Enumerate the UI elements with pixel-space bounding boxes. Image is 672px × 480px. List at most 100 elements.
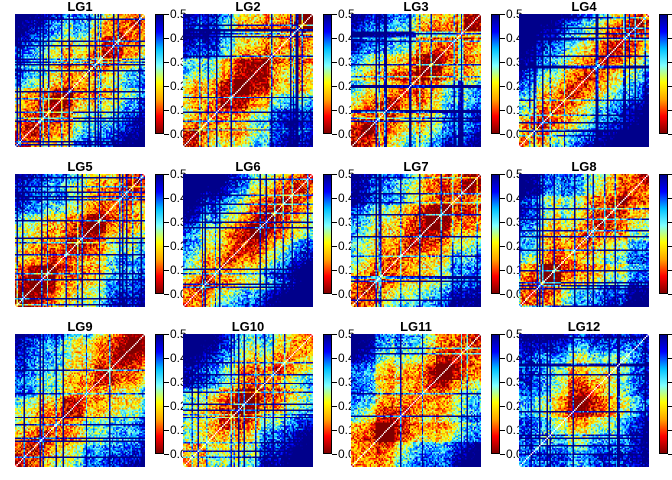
colorbar-tick-label: 0.4 <box>338 351 355 365</box>
colorbar <box>323 14 332 134</box>
colorbar-tick <box>164 198 169 199</box>
colorbar-tick <box>500 86 505 87</box>
colorbar-tick-label: 0.0 <box>338 287 355 301</box>
colorbar-tick-label: 0.0 <box>170 287 187 301</box>
colorbar <box>491 14 500 134</box>
colorbar-tick <box>332 222 337 223</box>
colorbar-tick <box>164 38 169 39</box>
colorbar-tick-label: 0.1 <box>506 423 523 437</box>
colorbar-tick-label: 0.5 <box>338 7 355 21</box>
colorbar-tick-label: 0.1 <box>170 263 187 277</box>
colorbar-tick-label: 0.4 <box>338 191 355 205</box>
panel-title: LG6 <box>235 159 261 174</box>
heatmap-matrix <box>183 334 313 467</box>
heatmap-matrix <box>15 174 145 307</box>
colorbar-tick-label: 0.4 <box>506 351 523 365</box>
colorbar-tick <box>164 246 169 247</box>
heatmap-matrix <box>519 334 649 467</box>
panel-title: LG8 <box>571 159 597 174</box>
colorbar-tick-label: 0.2 <box>506 399 523 413</box>
colorbar <box>491 174 500 294</box>
colorbar-tick <box>332 110 337 111</box>
colorbar-tick-label: 0.1 <box>338 423 355 437</box>
heatmap-panel: LG12000000 <box>519 320 672 480</box>
colorbar <box>155 334 164 454</box>
heatmap-matrix <box>351 334 481 467</box>
colorbar-tick <box>500 382 505 383</box>
heatmap-matrix <box>519 14 649 147</box>
colorbar-tick <box>332 198 337 199</box>
colorbar-tick-label: 0.3 <box>170 215 187 229</box>
colorbar-tick-label: 0.3 <box>506 55 523 69</box>
colorbar-tick <box>164 430 169 431</box>
colorbar-tick-label: 0.0 <box>338 447 355 461</box>
colorbar-tick-label: 0.2 <box>170 399 187 413</box>
colorbar-tick <box>332 134 337 135</box>
colorbar-tick <box>164 174 169 175</box>
colorbar-tick-label: 0.0 <box>506 447 523 461</box>
colorbar-tick <box>668 382 672 383</box>
heatmap-matrix <box>183 174 313 307</box>
panel-title: LG3 <box>403 0 429 14</box>
colorbar-tick-label: 0.5 <box>506 327 523 341</box>
colorbar-tick-label: 0.1 <box>170 103 187 117</box>
colorbar-tick <box>500 222 505 223</box>
colorbar-tick <box>500 110 505 111</box>
colorbar-tick <box>164 406 169 407</box>
colorbar <box>155 14 164 134</box>
heatmap-panel: LG4000000 <box>519 0 672 160</box>
colorbar-tick <box>668 86 672 87</box>
colorbar-tick <box>164 62 169 63</box>
panel-title: LG2 <box>235 0 261 14</box>
heatmap-matrix <box>15 334 145 467</box>
colorbar-tick <box>332 334 337 335</box>
colorbar-tick <box>332 382 337 383</box>
panel-title: LG12 <box>567 319 601 334</box>
colorbar <box>155 174 164 294</box>
colorbar-tick-label: 0.1 <box>338 103 355 117</box>
colorbar-tick <box>668 38 672 39</box>
colorbar <box>659 14 668 134</box>
colorbar-tick <box>668 62 672 63</box>
colorbar-tick <box>668 14 672 15</box>
heatmap-panel: LG2 0.0 0.1 0.2 0.3 0.4 0.5 <box>183 0 355 160</box>
colorbar-tick-label: 0.3 <box>170 375 187 389</box>
colorbar-tick <box>668 430 672 431</box>
colorbar <box>659 334 668 454</box>
colorbar-tick <box>500 454 505 455</box>
colorbar-tick-label: 0.5 <box>506 7 523 21</box>
heatmap-panel: LG7 0.0 0.1 0.2 0.3 0.4 0.5 <box>351 159 523 320</box>
colorbar-tick-label: 0.3 <box>170 55 187 69</box>
colorbar-tick <box>500 62 505 63</box>
panel-title: LG9 <box>67 319 93 334</box>
colorbar-tick-label: 0.0 <box>506 127 523 141</box>
colorbar-tick-label: 0.2 <box>506 79 523 93</box>
colorbar-tick <box>332 270 337 271</box>
colorbar-tick <box>164 14 169 15</box>
colorbar-tick-label: 0.0 <box>170 127 187 141</box>
colorbar-tick <box>500 246 505 247</box>
panel-title: LG7 <box>403 159 429 174</box>
colorbar-tick-label: 0.4 <box>170 351 187 365</box>
colorbar-tick <box>500 38 505 39</box>
colorbar-tick-label: 0.0 <box>506 287 523 301</box>
colorbar-tick-label: 0.2 <box>338 399 355 413</box>
colorbar-tick <box>332 294 337 295</box>
colorbar-tick <box>332 174 337 175</box>
colorbar-tick <box>332 430 337 431</box>
colorbar-tick-label: 0.3 <box>506 375 523 389</box>
panel-title: LG10 <box>231 319 265 334</box>
colorbar-tick-label: 0.2 <box>506 239 523 253</box>
colorbar-tick <box>500 334 505 335</box>
colorbar-tick <box>500 134 505 135</box>
colorbar-tick <box>332 406 337 407</box>
colorbar-tick <box>668 134 672 135</box>
colorbar-tick-label: 0.3 <box>338 215 355 229</box>
colorbar-tick-label: 0.5 <box>170 7 187 21</box>
colorbar-tick <box>500 358 505 359</box>
colorbar-tick <box>668 110 672 111</box>
colorbar-tick <box>668 270 672 271</box>
colorbar-tick <box>164 110 169 111</box>
colorbar-tick <box>668 294 672 295</box>
